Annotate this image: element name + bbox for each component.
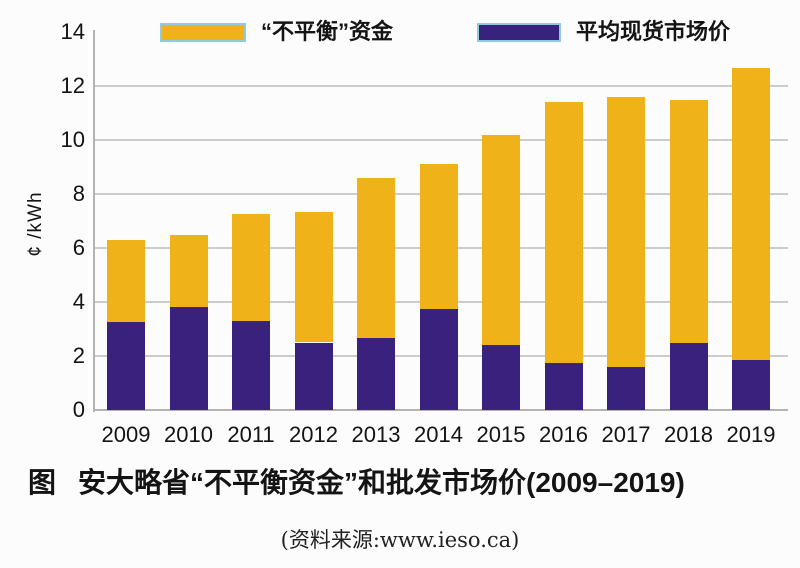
y-tick-label: 14 xyxy=(60,19,85,44)
legend-label-spot: 平均现货市场价 xyxy=(576,19,731,44)
bar-segment-spot-2018 xyxy=(669,342,708,410)
bar-segment-spot-2015 xyxy=(482,345,520,410)
bar-segment-spot-2014 xyxy=(419,308,458,410)
legend-item-imbalance: “不平衡”资金 xyxy=(160,20,460,44)
bar-segment-spot-2009 xyxy=(107,322,145,410)
x-tick-label-2010: 2010 xyxy=(164,422,213,447)
bar-segment-imbalance-2012 xyxy=(294,211,333,343)
y-tick-label: 0 xyxy=(72,397,85,422)
bar-segment-spot-2016 xyxy=(544,362,583,410)
bar-segment-imbalance-2014 xyxy=(419,164,458,309)
bar-segment-spot-2019 xyxy=(732,360,770,410)
bar-segment-imbalance-2013 xyxy=(357,177,395,339)
legend-swatch-imbalance-icon xyxy=(160,23,246,42)
y-tick-label: 12 xyxy=(60,73,85,98)
figure-caption: 图 安大略省“不平衡资金”和批发市场价(2009–2019) xyxy=(28,461,790,501)
y-tick-label: 2 xyxy=(72,343,85,368)
bar-segment-spot-2011 xyxy=(232,320,270,410)
x-tick-label-2015: 2015 xyxy=(476,422,526,447)
bar-segment-spot-2017 xyxy=(607,366,645,410)
bar-segment-imbalance-2019 xyxy=(732,68,770,361)
x-tick-label-2016: 2016 xyxy=(539,422,588,447)
y-tick-label: 4 xyxy=(72,289,85,314)
legend-item-spot: 平均现货市场价 xyxy=(477,20,797,44)
y-tick-label: 10 xyxy=(60,127,85,152)
gridline xyxy=(93,139,788,141)
y-tick-label: 6 xyxy=(72,235,85,260)
gridline xyxy=(93,85,788,87)
caption-prefix: 图 xyxy=(28,467,57,498)
source-note: (资料来源:www.ieso.ca) xyxy=(280,528,520,552)
plot-area: 0 2 4 6 8 10 12 14 2009 2010 2011 2012 2013 2014 2015 2… xyxy=(60,19,788,447)
x-tick-label-2018: 2018 xyxy=(664,422,713,447)
legend-swatch-spot-icon xyxy=(477,23,561,42)
bar-segment-spot-2010 xyxy=(169,307,208,410)
x-tick-label-2013: 2013 xyxy=(351,422,401,447)
x-tick-label-2017: 2017 xyxy=(601,422,651,447)
legend-label-imbalance: “不平衡”资金 xyxy=(261,19,394,44)
x-axis-line xyxy=(93,409,788,411)
caption-title: 安大略省“不平衡资金”和批发市场价(2009–2019) xyxy=(78,467,685,498)
bar-segment-imbalance-2018 xyxy=(669,99,708,343)
x-tick-label-2009: 2009 xyxy=(101,422,151,447)
bar-segment-imbalance-2017 xyxy=(607,96,645,367)
y-axis-line xyxy=(93,30,95,412)
x-tick-label-2011: 2011 xyxy=(227,422,275,447)
x-tick-label-2012: 2012 xyxy=(289,422,338,447)
bar-segment-spot-2013 xyxy=(357,338,395,410)
bar-segment-imbalance-2015 xyxy=(482,134,520,346)
y-axis-title-text: ¢ /kWh xyxy=(25,191,46,257)
bar-segment-imbalance-2016 xyxy=(544,102,583,363)
y-tick-label: 8 xyxy=(72,181,85,206)
bar-segment-imbalance-2011 xyxy=(232,214,270,321)
x-tick-label-2019: 2019 xyxy=(726,422,776,447)
bar-segment-spot-2012 xyxy=(294,342,333,410)
bar-segment-imbalance-2009 xyxy=(107,239,145,323)
x-tick-label-2014: 2014 xyxy=(414,422,463,447)
bar-segment-imbalance-2010 xyxy=(169,234,208,308)
